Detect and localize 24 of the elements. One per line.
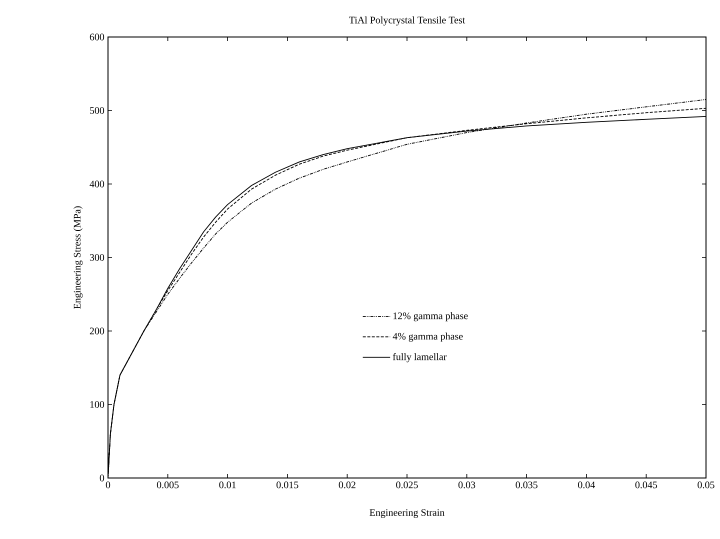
y-axis-title: Engineering Stress (MPa) — [74, 206, 83, 309]
x-tick-label: 0.02 — [338, 482, 356, 488]
y-tick-label: 200 — [90, 328, 104, 334]
y-tick-label: 500 — [90, 107, 104, 114]
x-tick-label: 0.035 — [516, 482, 538, 488]
legend-label: fully lamellar — [392, 353, 447, 362]
x-tick-label: 0.05 — [698, 482, 714, 488]
y-tick-label: 0 — [100, 474, 104, 482]
x-axis-title: Engineering Strain — [370, 509, 444, 518]
x-tick-label: 0.045 — [635, 482, 658, 488]
x-tick-label: 0.01 — [219, 482, 236, 488]
x-tick-label: 0.025 — [396, 482, 418, 488]
x-tick-label: 0.03 — [458, 482, 476, 488]
y-tick-label: 300 — [90, 254, 104, 261]
y-tick-label: 100 — [90, 401, 104, 408]
x-tick-label: 0.015 — [276, 482, 298, 488]
chart-title: TiAl Polycrystal Tensile Test — [349, 16, 466, 26]
x-tick-label: 0.04 — [578, 482, 595, 488]
y-tick-label: 400 — [90, 180, 104, 188]
x-tick-label: 0 — [106, 482, 110, 488]
y-tick-label: 600 — [90, 34, 104, 40]
x-tick-label: 0.005 — [156, 482, 179, 488]
legend-label: 4% gamma phase — [392, 332, 463, 342]
legend-label: 12% gamma phase — [393, 312, 468, 322]
